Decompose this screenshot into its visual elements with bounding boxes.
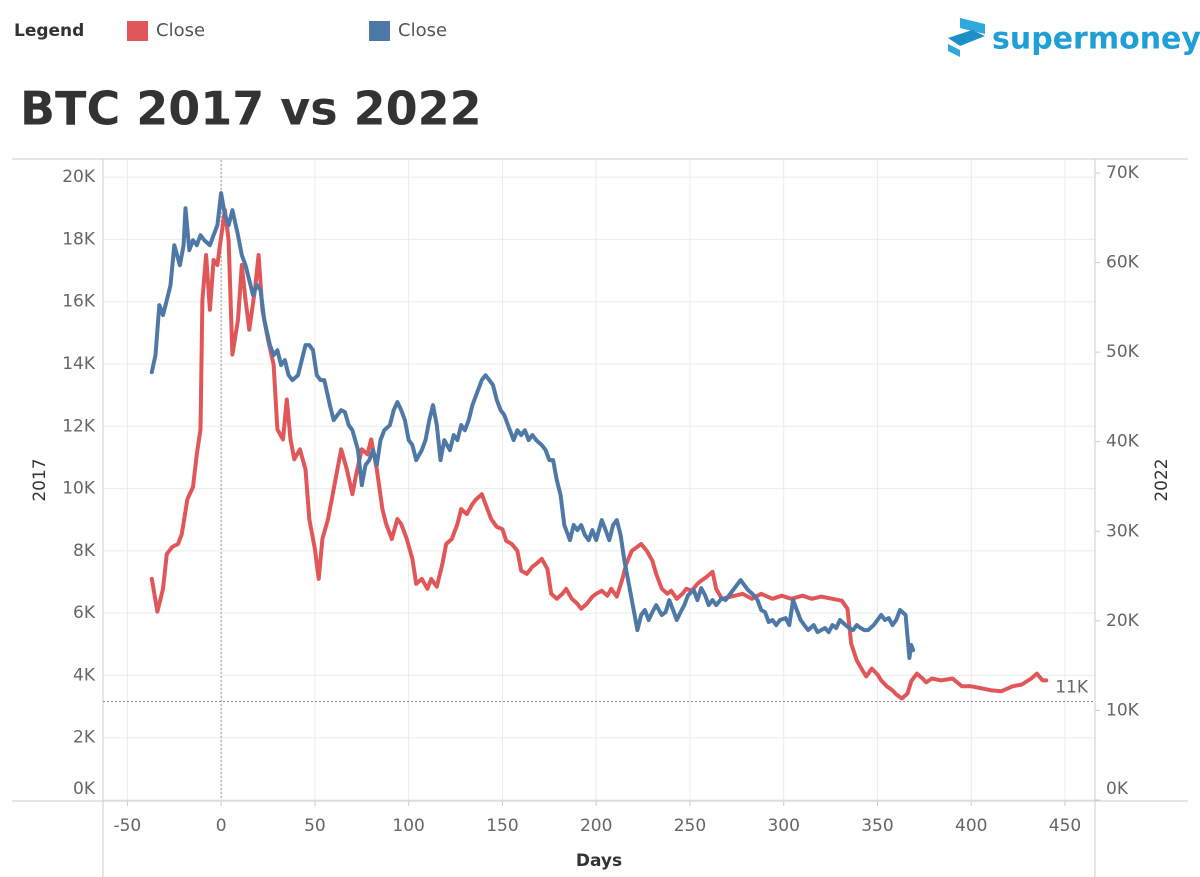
x-axis-label: Days [576,851,622,871]
y2-tick-label: 30K [1106,521,1140,541]
series-line [149,191,916,660]
x-tick-label: 0 [216,816,227,836]
y-tick-label: 18K [62,229,96,249]
y-tick-label: 0K [73,779,96,799]
chart-title: BTC 2017 vs 2022 [20,82,482,136]
logo-icon [960,18,985,34]
grid [103,160,1095,801]
frame [12,158,1188,877]
x-tick-label: 200 [580,816,612,836]
y-tick-label: 20K [62,167,96,187]
y2-tick-label: 20K [1106,611,1140,631]
logo-icon [948,30,985,46]
logo: supermoney [948,18,1200,57]
x-tick-label: 350 [861,816,893,836]
y2-tick-label: 10K [1106,700,1140,720]
x-tick-label: -50 [113,816,141,836]
x-tick-label: 150 [486,816,518,836]
x-tick-label: 400 [955,816,987,836]
x-tick-label: 50 [304,816,326,836]
logo-icon [948,44,960,57]
y-tick-label: 14K [62,354,96,374]
legend-swatch [369,21,390,41]
x-tick-label: 250 [674,816,706,836]
y2-axis-label: 2022 [1152,458,1172,501]
y2-tick-label: 70K [1106,163,1140,183]
y-axis-label: 2017 [30,458,50,501]
x-tick-label: 300 [767,816,799,836]
legend-label: Close [398,20,447,41]
y-tick-label: 8K [73,541,96,561]
y2-tick-label: 60K [1106,253,1140,273]
legend-label: Close [156,20,205,41]
reference-label: 11K [1055,677,1089,697]
y-tick-label: 10K [62,479,96,499]
legend-swatch [127,21,148,41]
y-tick-label: 4K [73,665,96,685]
y-tick-label: 16K [62,292,96,312]
y-tick-label: 12K [62,416,96,436]
y-tick-label: 6K [73,603,96,623]
x-tick-label: 100 [392,816,424,836]
y2-tick-label: 0K [1106,779,1129,799]
legend-title: Legend [14,21,84,41]
y2-tick-label: 50K [1106,342,1140,362]
x-tick-label: 450 [1049,816,1081,836]
series-line [149,208,1049,701]
y2-tick-label: 40K [1106,432,1140,452]
y-tick-label: 2K [73,728,96,748]
logo-text: supermoney [992,22,1200,57]
